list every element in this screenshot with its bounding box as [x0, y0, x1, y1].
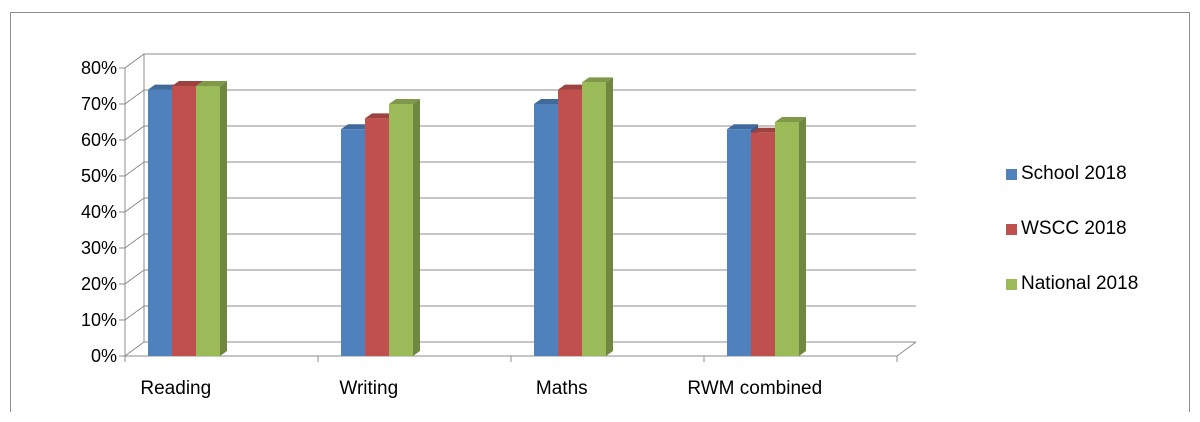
- gridline-side: [124, 125, 145, 141]
- legend-item: National 2018: [1006, 270, 1186, 298]
- legend-swatch: [1006, 168, 1017, 180]
- legend-item: School 2018: [1006, 160, 1186, 188]
- bar-top: [775, 117, 806, 122]
- legend-swatch: [1006, 223, 1017, 235]
- legend-swatch: [1006, 278, 1017, 290]
- bar: [148, 89, 172, 356]
- bar: [582, 82, 606, 357]
- gridline-side: [124, 233, 145, 249]
- gridline-side: [124, 197, 145, 213]
- bar-top: [365, 113, 396, 119]
- bar-top: [558, 84, 589, 90]
- x-tick-label: Writing: [339, 378, 398, 399]
- bar-top: [148, 84, 179, 90]
- bar: [172, 86, 196, 356]
- bar-top: [534, 99, 565, 104]
- y-tick-label: 30%: [81, 238, 117, 258]
- bar-top: [389, 99, 420, 104]
- bars: [148, 77, 806, 357]
- y-tick-label: 0%: [91, 346, 117, 366]
- gridline-side: [124, 53, 145, 69]
- y-tick-label: 70%: [81, 94, 117, 114]
- bar: [558, 89, 582, 356]
- y-tick-label: 60%: [81, 130, 117, 150]
- gridline-side: [124, 161, 145, 177]
- x-tick-label: Reading: [140, 378, 211, 399]
- bar: [775, 122, 799, 356]
- bar: [365, 118, 389, 357]
- y-tick-label: 80%: [81, 58, 117, 78]
- bar-side: [606, 77, 613, 357]
- bar: [534, 104, 558, 356]
- gridline-side: [124, 341, 145, 357]
- axis-labels: 0% 10% 20% 30% 40% 50% 60% 70% 80% Reading Writing…: [81, 58, 822, 399]
- bar: [389, 104, 413, 356]
- legend-label: School 2018: [1021, 163, 1127, 184]
- bar: [727, 129, 751, 356]
- y-tick-label: 50%: [81, 166, 117, 186]
- y-tick-label: 20%: [81, 274, 117, 294]
- bar: [196, 86, 220, 356]
- bar: [751, 132, 775, 356]
- bar-side: [220, 81, 227, 356]
- y-tick-label: 10%: [81, 310, 117, 330]
- floor-edge: [896, 341, 917, 357]
- gridline-side: [124, 305, 145, 321]
- y-tick-label: 40%: [81, 202, 117, 222]
- bar: [341, 129, 365, 356]
- legend-label: WSCC 2018: [1021, 218, 1127, 239]
- bar-top: [196, 81, 227, 86]
- legend-item: WSCC 2018: [1006, 215, 1186, 243]
- bar-side: [799, 117, 806, 356]
- bar-top: [172, 81, 203, 86]
- gridline-side: [124, 89, 145, 105]
- bar-top: [751, 127, 782, 133]
- bar-top: [341, 124, 372, 130]
- gridline-side: [124, 269, 145, 285]
- chart-frame: [10, 12, 1190, 412]
- x-tick-label: RWM combined: [687, 378, 822, 399]
- legend-label: National 2018: [1021, 273, 1139, 294]
- bar-side: [413, 99, 420, 356]
- bar-top: [727, 124, 758, 130]
- bar-top: [582, 77, 613, 83]
- legend: School 2018 WSCC 2018 National 2018: [1006, 160, 1186, 325]
- x-tick-label: Maths: [536, 378, 588, 399]
